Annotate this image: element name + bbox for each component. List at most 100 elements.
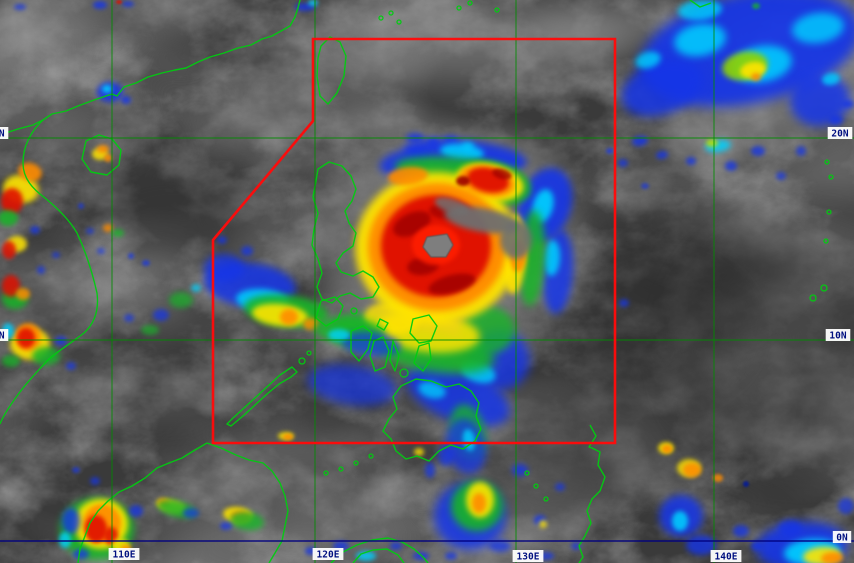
convection-blob	[90, 477, 100, 485]
convection-blob	[606, 148, 614, 154]
convection-blob	[821, 551, 843, 563]
convection-blob	[472, 493, 486, 513]
latitude-right-label-group: 0N	[832, 531, 852, 544]
convection-blob	[619, 299, 629, 307]
convection-blob	[86, 228, 94, 234]
small-island-outline	[524, 470, 530, 476]
longitude-bottom-label-group: 140E	[710, 550, 742, 563]
longitude-bottom-label-box	[512, 550, 544, 562]
convection-blob	[93, 1, 107, 9]
convection-blob	[18, 162, 42, 182]
convection-blob	[30, 226, 40, 234]
longitude-bottom-label-group: 130E	[512, 550, 544, 563]
latitude-right-label-group: 10N	[825, 329, 851, 342]
convection-blob	[341, 331, 401, 357]
convection-blob	[78, 203, 84, 209]
latitude-left-label-text: 20N	[0, 129, 5, 140]
convection-blob	[418, 381, 446, 399]
convection-blob	[492, 168, 512, 180]
small-island-outline	[350, 307, 358, 315]
sulawesi-gulf-coastline	[352, 548, 405, 563]
latitude-right-label-text: 10N	[829, 331, 846, 342]
convection-blob	[17, 328, 35, 348]
convection-blob	[713, 474, 723, 482]
convection-blob	[656, 150, 668, 160]
small-island-outline	[543, 496, 549, 502]
small-island-outline	[533, 483, 539, 489]
convection-blob	[445, 552, 457, 560]
gray-cloud-mass	[0, 5, 105, 59]
latitude-right-label-text: 20N	[831, 129, 848, 140]
small-island-outline	[828, 174, 834, 180]
longitude-bottom-label-text: 110E	[113, 550, 136, 561]
convection-blob	[62, 508, 80, 534]
convection-blob	[122, 1, 134, 7]
longitude-bottom-label-box	[108, 548, 140, 560]
latitude-left-label-box	[0, 329, 9, 341]
small-island-outline	[353, 460, 359, 466]
convection-blob	[0, 210, 18, 226]
china-coast-coastline	[0, 0, 301, 136]
convection-blob	[153, 309, 169, 321]
convection-blob	[427, 138, 439, 146]
convection-blob	[183, 508, 199, 518]
convection-blob	[97, 145, 109, 153]
convection-blob	[104, 154, 112, 162]
convection-blob	[555, 483, 565, 491]
convection-blob	[73, 549, 89, 559]
longitude-bottom-label-group: 110E	[108, 548, 140, 561]
mindoro-island-coastline	[315, 296, 344, 327]
latitude-right-label-box	[827, 127, 853, 139]
convection-blob	[444, 136, 458, 144]
convection-blob	[635, 51, 661, 69]
convection-blob	[706, 139, 718, 147]
convection-blob	[2, 275, 20, 297]
convection-blob	[743, 481, 749, 487]
convection-blob	[32, 347, 60, 365]
latitude-left-label-text: 10N	[0, 331, 5, 342]
convection-blob	[751, 146, 765, 156]
longitude-bottom-label-group: 120E	[312, 548, 344, 561]
convection-blob	[674, 23, 726, 57]
convection-blob	[14, 4, 26, 10]
convection-blob	[752, 3, 760, 9]
convection-blob	[829, 115, 843, 125]
convection-blob	[2, 355, 20, 367]
panay-island-coastline	[350, 325, 373, 362]
mindanao-island-coastline	[382, 378, 482, 462]
convection-blob	[672, 511, 688, 531]
convection-blob	[112, 229, 124, 237]
small-island-outline	[809, 294, 817, 302]
convection-blob	[217, 236, 227, 244]
small-island-outline	[388, 10, 394, 16]
masbate-island-coastline	[376, 318, 389, 331]
latitude-right-label-box	[825, 329, 851, 341]
small-island-outline	[298, 357, 306, 365]
convection-blob	[539, 520, 547, 528]
convection-blob	[328, 329, 350, 341]
convection-blob	[792, 12, 844, 44]
latitude-right-label-box	[832, 531, 852, 543]
convection-blob	[543, 240, 561, 276]
par-boundary-polygon	[211, 37, 617, 445]
gray-cloud-mass	[315, 103, 425, 141]
longitude-bottom-label-text: 140E	[715, 552, 738, 563]
convection-blob	[662, 445, 672, 453]
vietnam-coast-coastline	[0, 119, 99, 425]
convection-blob	[2, 241, 16, 259]
convection-blob	[52, 252, 60, 258]
convection-blob	[102, 85, 112, 93]
borneo-west-coast-coastline	[77, 442, 208, 563]
gray-cloud-mass	[100, 1, 210, 43]
convection-blob	[725, 161, 737, 171]
convection-blob	[489, 540, 511, 552]
convection-blob	[204, 254, 244, 282]
convection-blob	[683, 463, 701, 477]
convection-blob	[390, 542, 402, 550]
small-island-outline	[494, 7, 500, 13]
latitude-right-label-text: 0N	[836, 533, 848, 544]
convection-blob	[66, 362, 76, 370]
